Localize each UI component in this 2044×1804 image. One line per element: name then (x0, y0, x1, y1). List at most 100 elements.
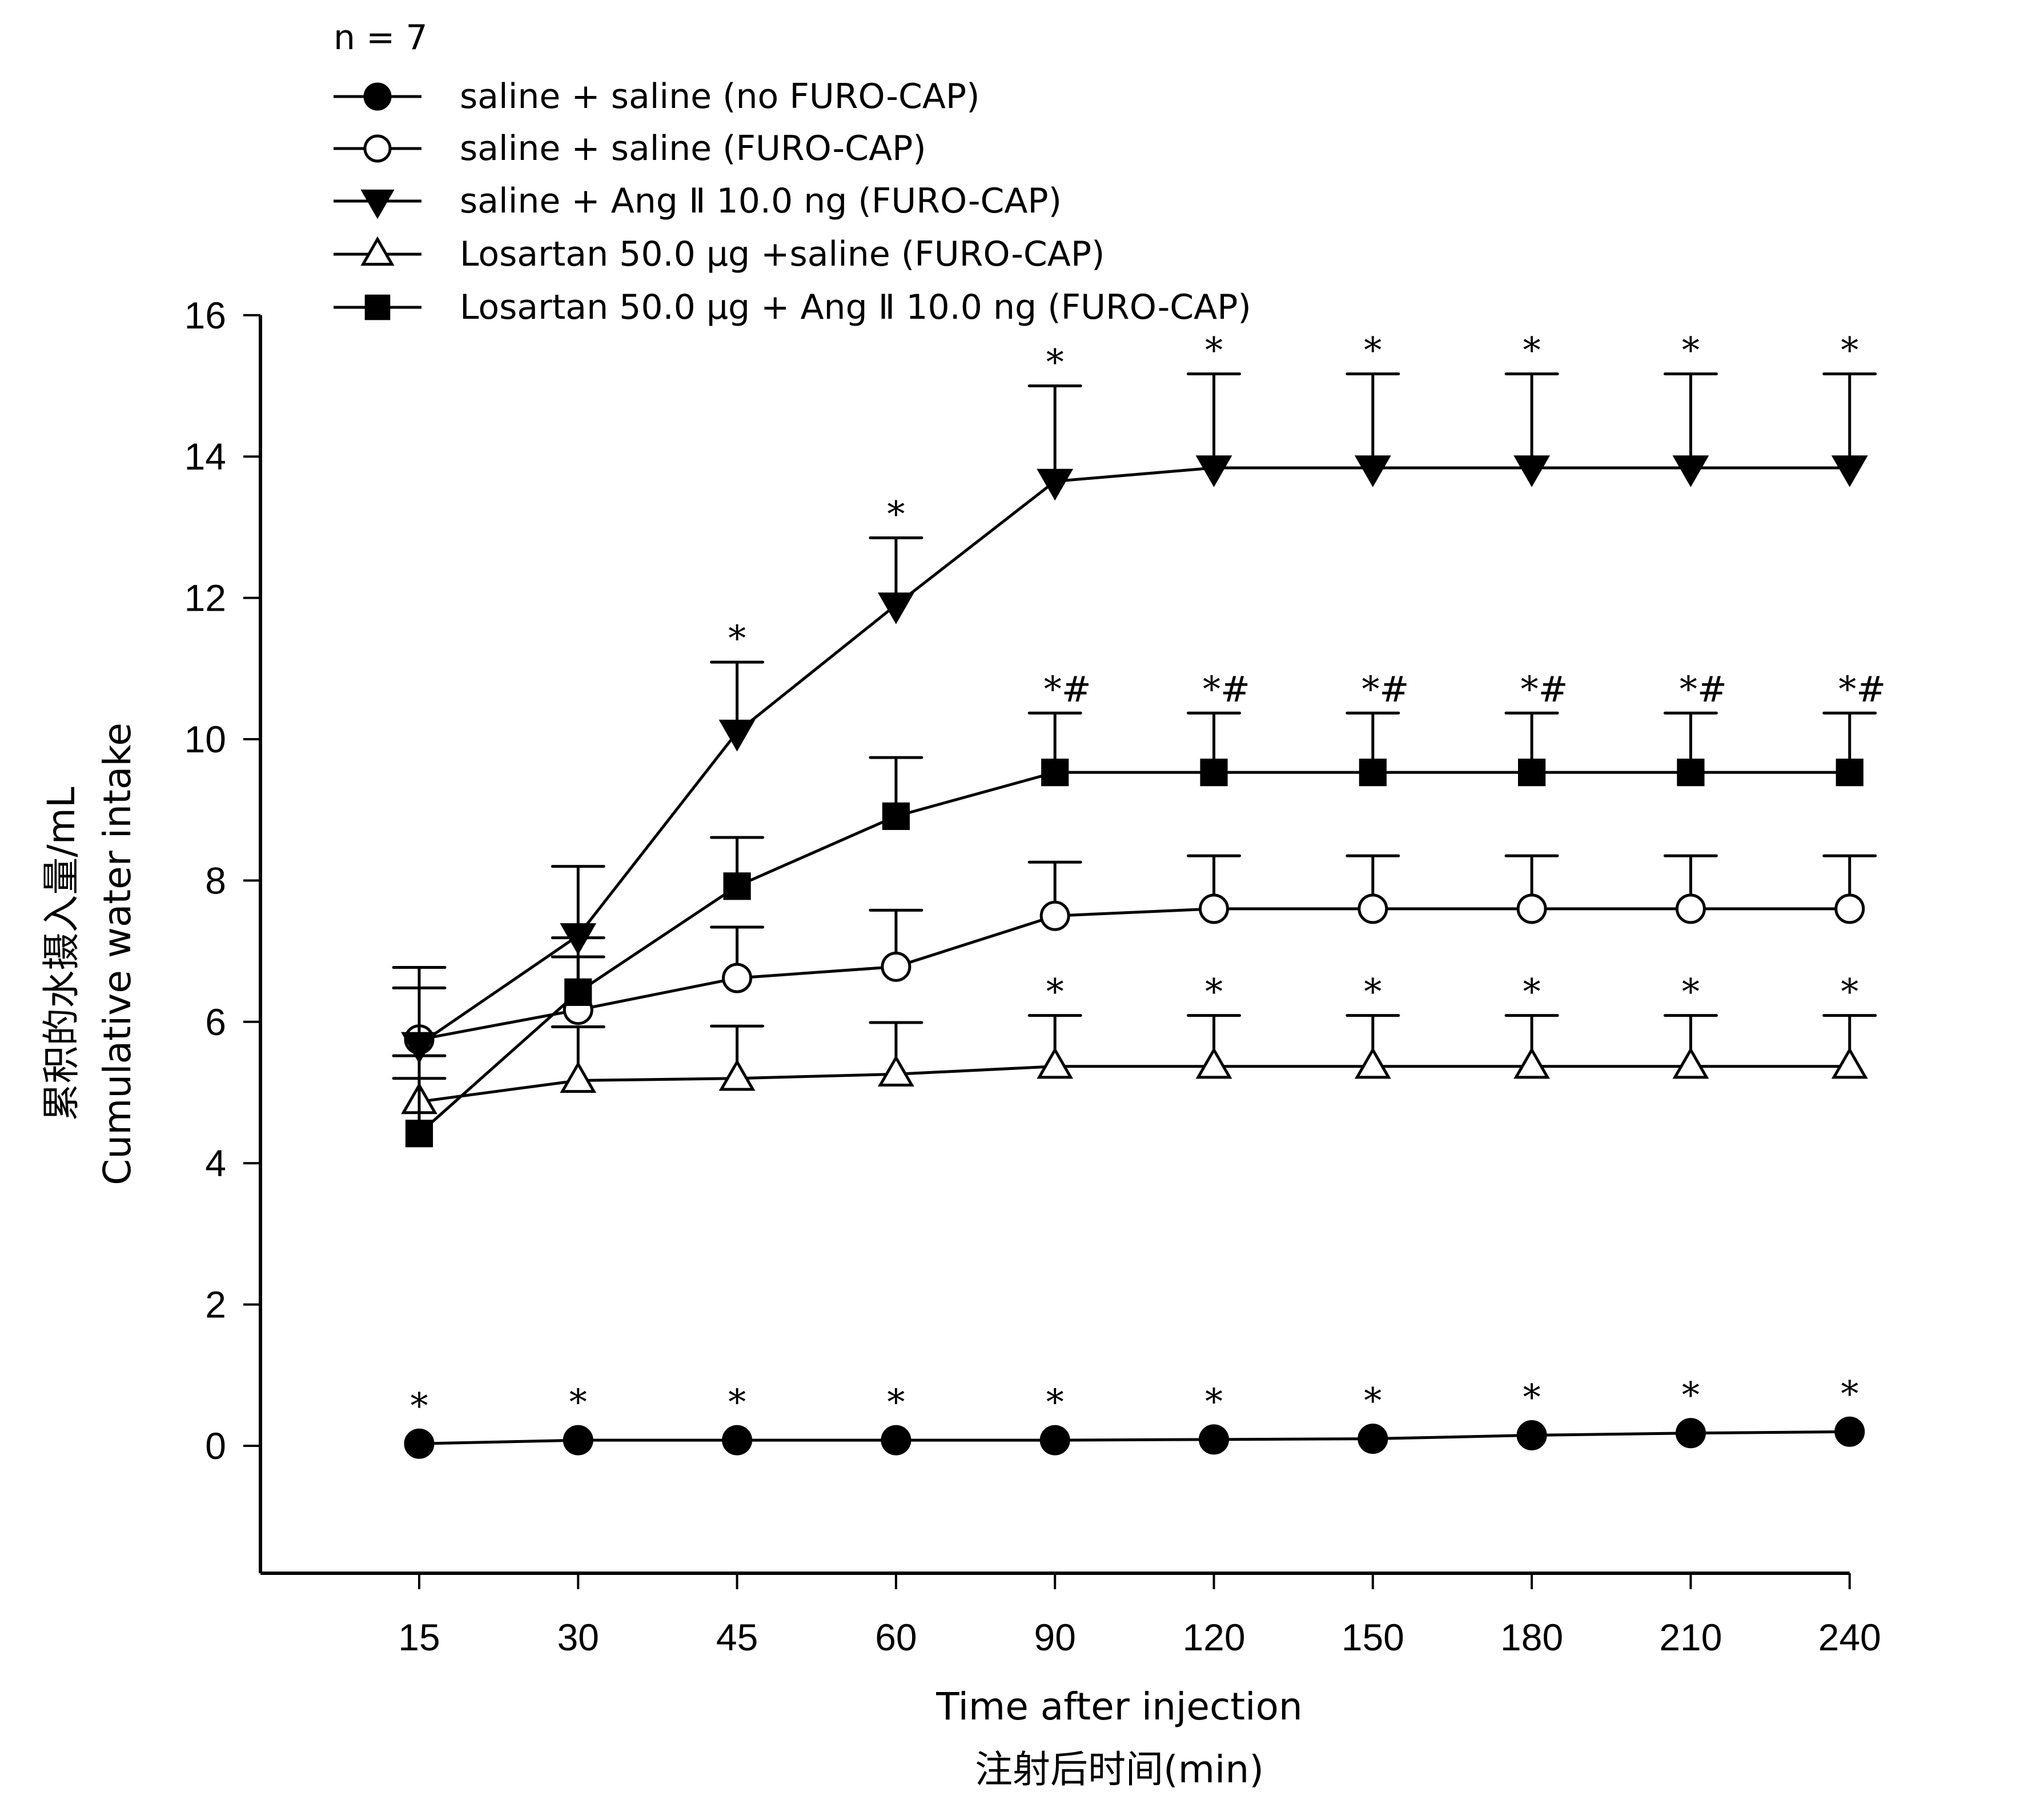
legend-marker-icon (360, 236, 395, 266)
data-point (1358, 1424, 1388, 1454)
legend-marker-icon (360, 189, 395, 219)
data-point (1354, 455, 1391, 487)
x-tick-label: 210 (1659, 1616, 1722, 1658)
series-4: *# *# *# *# *# *# (392, 668, 1886, 1148)
x-axis-label: Time after injection (935, 1685, 1302, 1729)
data-point (401, 1032, 437, 1064)
data-point (1199, 893, 1229, 924)
data-point (405, 1120, 433, 1148)
data-point (1037, 468, 1074, 501)
significance-annotation: * (728, 1381, 746, 1423)
legend-marker-icon (363, 134, 392, 163)
significance-annotation: * (1364, 971, 1382, 1013)
significance-annotation: * (887, 1381, 905, 1423)
x-axis-label-cn: 注射后时间(min) (975, 1747, 1264, 1791)
significance-annotation: *# (1680, 668, 1727, 710)
data-point (563, 1425, 593, 1456)
x-tick-label: 30 (557, 1616, 599, 1658)
data-point (404, 1428, 435, 1459)
x-tick-label: 45 (716, 1616, 758, 1658)
significance-annotation: * (887, 493, 905, 535)
data-point (564, 978, 592, 1006)
legend-label: saline + saline (FURO-CAP) (460, 129, 926, 169)
legend-label: Losartan 50.0 μg +saline (FURO-CAP) (460, 234, 1105, 274)
y-tick-label: 8 (205, 859, 226, 901)
x-tick-label: 240 (1818, 1616, 1881, 1658)
legend: n = 7 saline + saline (no FURO-CAP) salin… (334, 18, 1251, 327)
significance-annotation: *# (1044, 668, 1091, 710)
y-tick-label: 14 (184, 435, 226, 478)
significance-annotation: * (1205, 971, 1223, 1013)
data-point (1675, 893, 1706, 924)
significance-annotation: * (1046, 342, 1064, 383)
sample-size-note: n = 7 (334, 18, 428, 58)
legend-item: saline + saline (no FURO-CAP) (334, 77, 980, 117)
series-line (419, 1065, 1850, 1104)
x-tick-label: 150 (1342, 1616, 1404, 1658)
significance-annotation: * (1205, 1381, 1223, 1422)
significance-annotation: * (1364, 329, 1382, 371)
data-point (1518, 759, 1546, 787)
significance-annotation: * (1046, 971, 1064, 1013)
data-point (1200, 759, 1228, 787)
legend-label: saline + Ang Ⅱ 10.0 ng (FURO-CAP) (460, 181, 1062, 221)
series-line (419, 1430, 1850, 1445)
legend-marker-icon (363, 82, 392, 111)
data-point (1516, 893, 1547, 924)
data-point (1834, 1416, 1865, 1447)
data-point (1831, 1047, 1868, 1079)
x-tick-label: 15 (398, 1616, 440, 1658)
plot-area: * * * * * * *# *# *# *# *# *# * * * * * * * * * * * * * * * * * * (392, 329, 1886, 1459)
data-point (723, 872, 751, 900)
series-line (418, 771, 1850, 1135)
significance-annotation: * (1841, 1373, 1858, 1414)
significance-annotation: * (1523, 1376, 1541, 1418)
y-tick-label: 4 (205, 1142, 226, 1184)
legend-label: Losartan 50.0 μg + Ang Ⅱ 10.0 ng (FURO-C… (460, 287, 1251, 327)
y-tick-label: 12 (184, 577, 226, 619)
y-tick-label: 2 (205, 1284, 226, 1326)
significance-annotation: * (1205, 329, 1223, 371)
data-point (560, 923, 597, 955)
significance-annotation: * (1841, 971, 1858, 1013)
data-point (718, 719, 756, 752)
y-axis-label: Cumulative water intake (95, 723, 139, 1185)
data-point (881, 951, 911, 982)
legend-item: saline + Ang Ⅱ 10.0 ng (FURO-CAP) (334, 181, 1062, 221)
data-point (1041, 759, 1069, 787)
legend-item: saline + saline (FURO-CAP) (334, 129, 926, 169)
legend-label: saline + saline (no FURO-CAP) (460, 77, 980, 117)
significance-annotation: *# (1521, 668, 1568, 710)
significance-annotation: * (1682, 1374, 1700, 1416)
data-point (1039, 900, 1070, 931)
data-point (1831, 455, 1868, 487)
data-point (560, 1061, 597, 1093)
data-point (877, 592, 914, 624)
y-axis-label-cn: 累积的水摄入量/mL (39, 787, 83, 1121)
data-point (1834, 893, 1865, 924)
significance-annotation: * (1046, 1381, 1064, 1423)
data-point (1672, 1047, 1709, 1079)
data-point (1037, 1047, 1074, 1079)
y-tick-label: 6 (205, 1001, 226, 1043)
data-point (718, 1059, 756, 1091)
data-point (722, 963, 753, 993)
data-point (1836, 759, 1864, 787)
significance-annotation: *# (1362, 668, 1409, 710)
significance-annotation: * (1364, 1380, 1382, 1422)
x-tick-label: 180 (1500, 1616, 1563, 1658)
data-point (1358, 893, 1388, 924)
data-point (1359, 759, 1387, 787)
data-point (1516, 1420, 1547, 1450)
y-tick-label: 0 (205, 1425, 226, 1467)
significance-annotation: *# (1203, 668, 1250, 710)
data-point (882, 802, 910, 830)
data-point (881, 1425, 911, 1456)
series-2: * * * * * * * * (392, 329, 1877, 1064)
data-point (877, 1055, 914, 1087)
series-3: * * * * * * (392, 971, 1877, 1115)
significance-annotation: * (1523, 329, 1541, 371)
significance-annotation: * (411, 1385, 428, 1426)
